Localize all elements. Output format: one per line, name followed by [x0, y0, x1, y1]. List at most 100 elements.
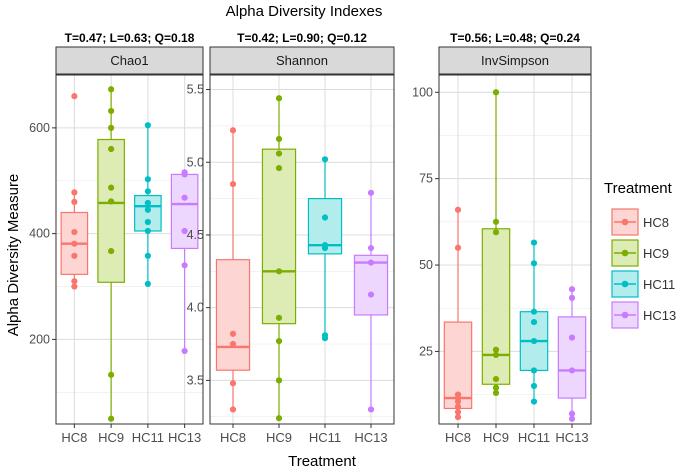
data-point	[229, 330, 237, 337]
data-point	[530, 260, 538, 267]
data-point	[229, 340, 237, 348]
panel-chao1: T=0.47; L=0.63; Q=0.18 Chao1 200 400 600 HC8 H…	[29, 31, 204, 445]
data-point	[108, 371, 115, 378]
x-tick-label: HC11	[518, 430, 550, 445]
data-point	[367, 189, 375, 196]
box-body	[353, 254, 389, 316]
data-point	[275, 268, 283, 275]
data-point	[321, 335, 329, 342]
data-point	[181, 194, 188, 201]
box-hc8	[443, 206, 473, 421]
data-point	[181, 347, 188, 355]
data-point	[144, 280, 151, 287]
data-point	[71, 189, 78, 196]
y-tick-label: 200	[29, 332, 50, 346]
facet-strip-label: Shannon	[276, 53, 328, 68]
data-point	[568, 410, 576, 417]
box-body	[215, 259, 251, 371]
data-point	[321, 156, 329, 163]
facet-strip	[209, 46, 395, 75]
data-point	[492, 351, 500, 358]
box-hc11	[134, 122, 162, 287]
data-point	[108, 107, 115, 115]
x-tick-label: HC11	[309, 430, 341, 445]
x-tick-label: HC13	[354, 430, 387, 445]
facet-strip	[438, 46, 592, 75]
data-point	[71, 240, 78, 247]
data-point	[181, 171, 188, 178]
legend-item-hc8: HC8	[611, 208, 669, 236]
data-point	[71, 252, 78, 259]
legend-key-point	[621, 280, 629, 288]
y-tick-label: 600	[29, 121, 50, 135]
panel-stats-label: T=0.42; L=0.90; Q=0.12	[237, 31, 367, 45]
data-point	[530, 337, 538, 345]
legend-item-hc13: HC13	[611, 301, 676, 329]
x-tick-label: HC13	[168, 430, 201, 445]
legend-label: HC9	[643, 246, 669, 261]
data-point	[492, 346, 500, 353]
data-point	[454, 408, 462, 416]
panel-border	[55, 74, 204, 425]
y-tick-label: 100	[412, 85, 433, 99]
data-point	[275, 314, 283, 321]
data-point	[108, 124, 115, 131]
box-hc13	[353, 189, 389, 413]
x-tick-label: HC8	[220, 430, 246, 445]
box-hc9	[97, 86, 125, 422]
x-tick-label: HC8	[61, 430, 87, 445]
chart-title: Alpha Diversity Indexes	[226, 3, 383, 20]
x-tick-label: HC9	[266, 430, 292, 445]
data-point	[229, 180, 237, 188]
legend-label: HC11	[643, 277, 675, 292]
data-point	[530, 239, 538, 246]
box-body	[261, 148, 297, 325]
box-hc8	[215, 127, 251, 413]
data-point	[367, 291, 375, 298]
data-point	[108, 247, 115, 255]
data-point	[71, 278, 78, 285]
data-point	[321, 244, 329, 252]
legend-label: HC8	[643, 215, 669, 230]
data-point	[144, 206, 151, 213]
data-point	[530, 308, 538, 315]
facet-panels: T=0.47; L=0.63; Q=0.18 Chao1 200 400 600 HC8 H…	[29, 31, 592, 445]
data-point	[144, 176, 151, 183]
data-point	[229, 380, 237, 387]
data-point	[568, 415, 576, 422]
x-axis-label: Treatment	[288, 453, 357, 467]
legend-item-hc11: HC11	[611, 270, 675, 298]
data-point	[568, 334, 576, 341]
data-point	[71, 283, 78, 290]
y-tick-label: 25	[419, 344, 433, 358]
data-point	[454, 244, 462, 251]
data-point	[144, 122, 151, 129]
data-point	[108, 415, 115, 422]
panel-invsimpson: T=0.56; L=0.48; Q=0.24 InvSimpson 25 50 75 10…	[412, 31, 592, 445]
data-point	[530, 318, 538, 326]
legend-key-point	[621, 311, 629, 319]
panel-shannon: T=0.42; L=0.90; Q=0.12 Shannon 3.5 4.0 4.5 5.…	[187, 31, 395, 445]
y-tick-label: 400	[29, 227, 50, 241]
y-tick-label: 3.5	[187, 373, 204, 387]
legend-key-point	[621, 218, 629, 226]
legend-item-hc9: HC9	[611, 239, 669, 267]
data-point	[108, 145, 115, 153]
data-point	[454, 206, 462, 213]
panel-border	[438, 74, 592, 425]
box-body	[481, 228, 511, 385]
data-point	[530, 382, 538, 390]
data-point	[568, 286, 576, 293]
box-body	[170, 173, 199, 250]
facet-strip-label: Chao1	[110, 53, 148, 68]
data-point	[367, 244, 375, 252]
x-tick-label: HC13	[555, 430, 588, 445]
data-point	[492, 375, 500, 383]
data-point	[275, 164, 283, 172]
facet-strip-label: InvSimpson	[481, 53, 549, 68]
data-point	[568, 294, 576, 301]
data-point	[144, 199, 151, 207]
legend-key-point	[621, 249, 629, 257]
